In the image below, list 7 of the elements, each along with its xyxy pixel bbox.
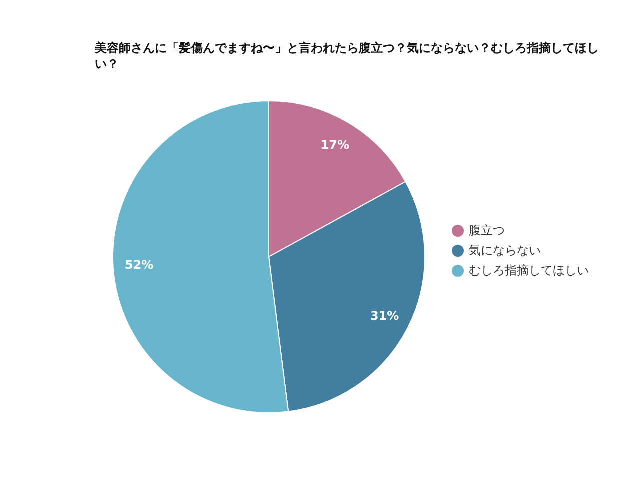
data-label: 17% [320,138,350,152]
chart-title: 美容師さんに「髪傷んでますね〜」と言われたら腹立つ？気にならない？むしろ指摘してほしい？ [95,40,600,72]
data-label: 31% [370,309,400,324]
legend-label: むしろ指摘してほしい [469,264,589,278]
data-label: 52% [124,258,154,272]
legend-label: 気にならない [469,244,541,258]
legend-label: 腹立つ [469,224,505,238]
